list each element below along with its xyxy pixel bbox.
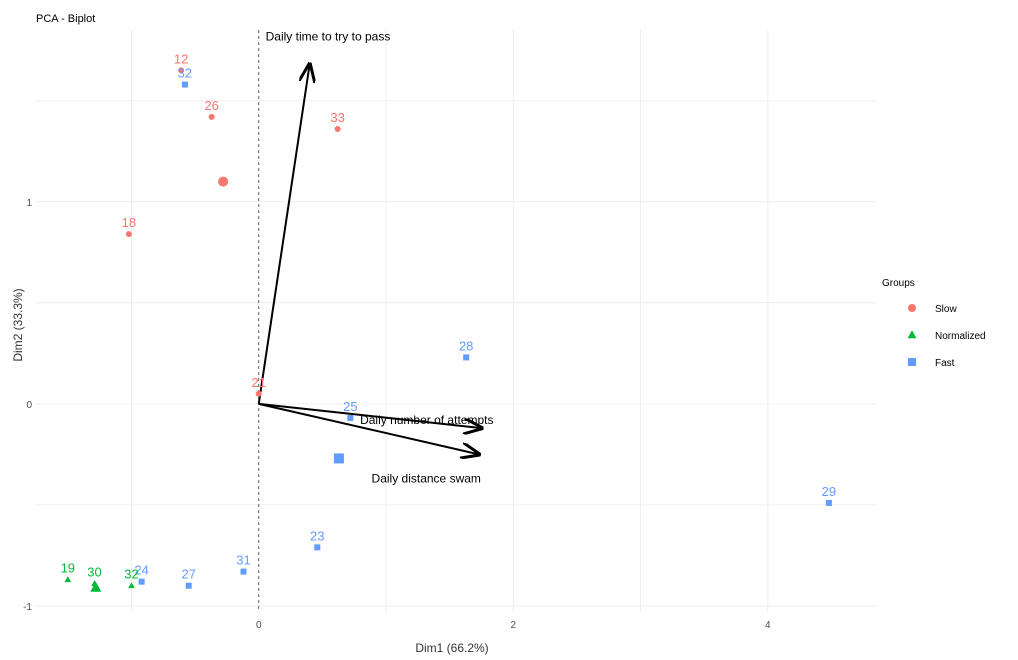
data-point xyxy=(463,354,470,361)
group-centroid xyxy=(90,581,102,592)
legend: Groups Slow Normalized Fast xyxy=(882,278,986,369)
data-point xyxy=(125,231,132,238)
legend-key xyxy=(907,330,917,339)
point-label: 30 xyxy=(87,565,101,580)
data-point xyxy=(255,390,262,397)
variable-label: Daily distance swam xyxy=(372,471,481,485)
axis-ticks: 0 2 4-101 xyxy=(23,198,771,631)
point-label: 23 xyxy=(310,528,324,543)
variable-label: Daily time to try to pass xyxy=(266,29,391,43)
data-point xyxy=(185,582,192,589)
y-axis-label: Dim2 (33.3%) xyxy=(11,288,25,361)
plot-grid xyxy=(36,30,876,612)
point-label: 27 xyxy=(181,567,195,582)
legend-key xyxy=(908,304,916,312)
data-point xyxy=(240,568,247,575)
data-point xyxy=(825,499,832,506)
point-label: 33 xyxy=(330,110,344,125)
point-label: 18 xyxy=(122,215,136,230)
data-point xyxy=(64,576,72,583)
point-label: 12 xyxy=(174,51,188,66)
x-tick-label: 2 xyxy=(510,620,516,631)
y-tick-label: -1 xyxy=(23,602,32,613)
legend-entry: Fast xyxy=(935,358,955,369)
point-label: 31 xyxy=(236,553,250,568)
x-axis-label: Dim1 (66.2%) xyxy=(415,641,488,655)
data-point xyxy=(314,544,321,551)
point-label: 25 xyxy=(343,399,357,414)
point-label: 32 xyxy=(178,66,192,81)
point-label: 21 xyxy=(251,375,265,390)
variable-arrow xyxy=(258,402,482,428)
variable-arrow xyxy=(258,402,479,455)
data-point xyxy=(178,67,185,74)
data-point xyxy=(208,113,215,120)
data-point xyxy=(334,126,341,133)
y-tick-label: 0 xyxy=(26,400,32,411)
point-label: 29 xyxy=(822,484,836,499)
data-point xyxy=(347,415,354,421)
legend-entry: Normalized xyxy=(935,331,986,342)
legend-entry: Slow xyxy=(935,304,957,315)
legend-title: Groups xyxy=(882,278,915,289)
point-label: 32 xyxy=(124,567,138,582)
point-label: 28 xyxy=(459,338,473,353)
variable-label: Daily number of attempts xyxy=(360,413,493,427)
group-centroid xyxy=(333,453,344,464)
point-label: 24 xyxy=(134,563,148,578)
x-tick-label: 0 xyxy=(256,620,262,631)
data-points: 12 26 33 18 21 32 28 25 29 23 31 27 24 19 30 32 xyxy=(61,51,836,592)
x-tick-label: 4 xyxy=(765,620,771,631)
legend-key xyxy=(908,358,916,366)
variable-arrow xyxy=(257,64,310,405)
group-centroid xyxy=(218,176,229,187)
point-label: 26 xyxy=(204,98,218,113)
data-point xyxy=(138,578,145,585)
data-point xyxy=(181,81,188,88)
variable-arrows: Daily time to try to pass Daily number of… xyxy=(257,29,493,485)
chart-title: PCA - Biplot xyxy=(36,13,95,25)
y-tick-label: 1 xyxy=(26,198,32,209)
data-point xyxy=(128,582,135,589)
point-label: 19 xyxy=(61,561,75,576)
